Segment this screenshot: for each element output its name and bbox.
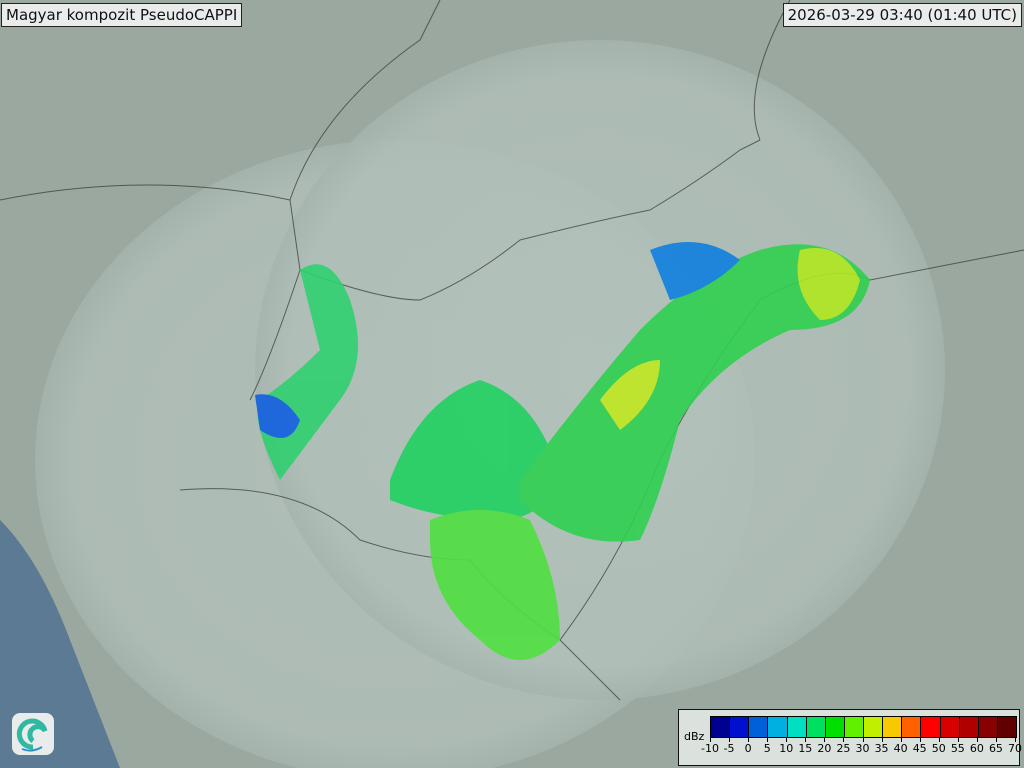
color-swatch [883,717,903,737]
color-swatch [844,717,864,737]
tick-mark [995,737,997,742]
color-swatch [787,717,807,737]
tick-mark [710,737,711,742]
tick-mark [919,737,921,742]
tick-label: -10 [701,742,719,755]
tick-mark [938,737,940,742]
tick-mark [957,737,959,742]
tick-label: 55 [950,742,965,755]
color-swatch [902,717,922,737]
dbz-color-legend: dBz -10 -5 0 5 10 15 20 25 30 35 40 45 50 55 60 65 70 [678,709,1022,766]
tick-mark [786,737,788,742]
tick-mark [843,737,845,742]
tick-label: 60 [969,742,984,755]
tick-label: 35 [874,742,889,755]
tick-mark [881,737,883,742]
tick-mark [862,737,864,742]
color-swatch [959,717,979,737]
tick-label: 70 [1008,742,1022,755]
color-swatch [768,717,788,737]
precipitation-echoes [255,242,870,660]
tick-mark [805,737,807,742]
color-swatch [711,717,731,737]
color-swatch [730,717,750,737]
color-swatch [806,717,826,737]
tick-mark [900,737,902,742]
timestamp-label: 2026-03-29 03:40 (01:40 UTC) [782,3,1022,27]
radar-coverage-east [255,40,945,700]
adriatic-sea [0,520,120,768]
tick-label: 10 [779,742,794,755]
color-swatch [864,717,884,737]
color-swatch [997,717,1016,737]
tick-label: 0 [744,742,752,755]
tick-mark [824,737,826,742]
swirl-logo-icon [12,713,54,755]
tick-label: 45 [912,742,927,755]
tick-label: 20 [817,742,832,755]
tick-mark [1015,737,1016,742]
color-swatch [825,717,845,737]
color-swatch [940,717,960,737]
tick-mark [976,737,978,742]
tick-label: 65 [988,742,1003,755]
tick-label: 25 [836,742,851,755]
color-swatch [978,717,998,737]
color-swatch [749,717,769,737]
color-scale-bar [710,716,1017,738]
product-title: Magyar kompozit PseudoCAPPI [1,3,243,27]
tick-label: 5 [763,742,771,755]
color-swatch [921,717,941,737]
tick-mark [729,737,731,742]
tick-label: 40 [893,742,908,755]
tick-label: 15 [798,742,813,755]
tick-label: -5 [723,742,735,755]
tick-label: 50 [931,742,946,755]
legend-unit: dBz [684,730,705,743]
tick-mark [767,737,769,742]
tick-mark [748,737,750,742]
tick-label: 30 [855,742,870,755]
